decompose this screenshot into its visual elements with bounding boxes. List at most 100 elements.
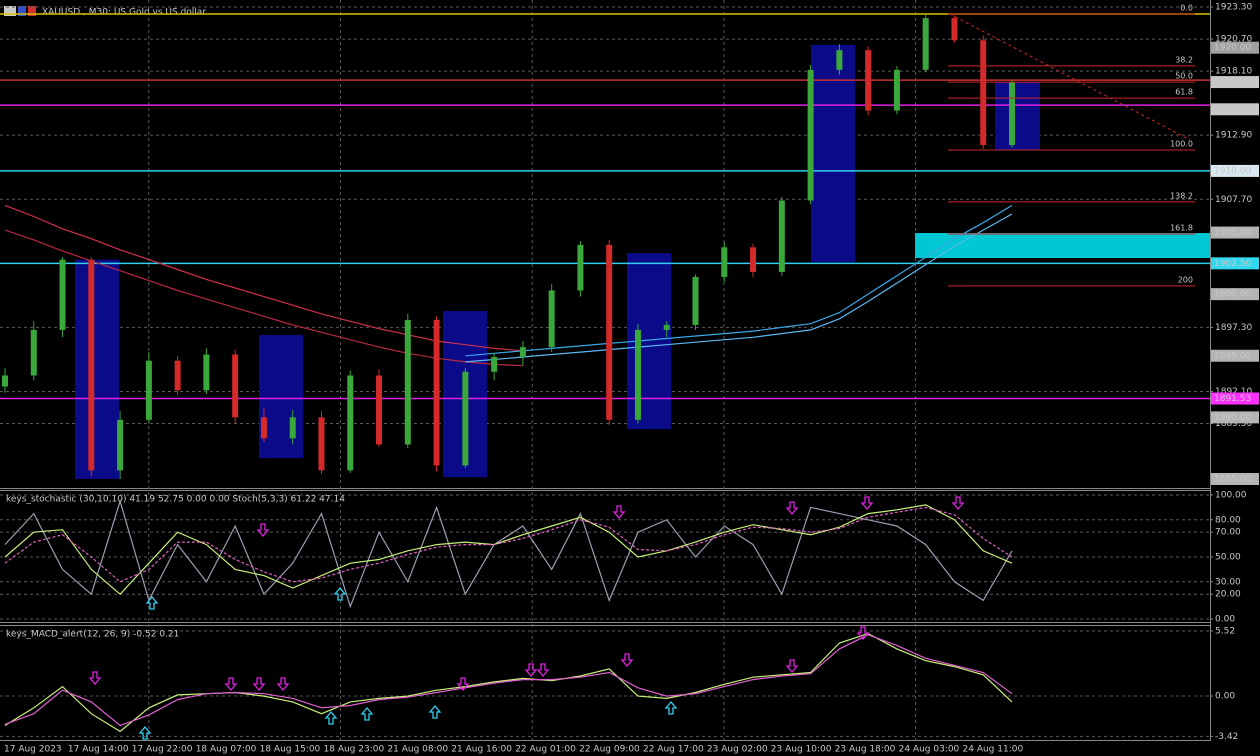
price-tag-label: 1890.00 — [1214, 413, 1251, 423]
y-tick-label: 30.00 — [1215, 577, 1241, 587]
x-tick-label: 17 Aug 2023 — [4, 745, 62, 755]
y-tick-label: 1907.70 — [1215, 195, 1252, 205]
price-tag — [1211, 164, 1259, 177]
y-tick-label: 70.00 — [1215, 528, 1241, 538]
candle-body — [433, 320, 440, 466]
indicator-title: keys_stochastic (30,10,10) 41.19 52.75 0… — [6, 495, 345, 505]
x-tick-label: 23 Aug 02:00 — [707, 745, 768, 755]
zone — [259, 335, 303, 459]
x-tick-label: 22 Aug 17:00 — [643, 745, 704, 755]
indicator-line — [4, 632, 1013, 733]
y-tick-label: 1897.30 — [1215, 323, 1252, 333]
buy-arrow — [324, 710, 338, 725]
zone — [995, 82, 1040, 151]
moving-average — [465, 204, 1013, 357]
candle-body — [519, 347, 526, 357]
x-tick-label: 23 Aug 10:00 — [771, 745, 832, 755]
candle-body — [606, 244, 613, 420]
x-tick-label: 24 Aug 11:00 — [963, 745, 1024, 755]
x-tick-label: 18 Aug 15:00 — [260, 745, 321, 755]
candle-body — [807, 69, 814, 201]
buy-arrow — [360, 706, 374, 721]
candle-body — [174, 360, 181, 391]
candle-body — [778, 200, 785, 272]
x-tick-label: 21 Aug 16:00 — [451, 745, 512, 755]
price-tag-label: 1920.00 — [1214, 43, 1251, 53]
symbol-icon — [4, 6, 16, 16]
candle-body — [865, 50, 872, 111]
x-tick-label: 17 Aug 22:00 — [132, 745, 193, 755]
sell-arrow — [860, 496, 874, 511]
price-tag-label: 1895.00 — [1214, 351, 1251, 361]
price-tag — [1211, 76, 1259, 89]
y-tick-label: 0.00 — [1215, 615, 1235, 625]
candle-body — [577, 244, 584, 291]
price-tag-label: 1902.50 — [1214, 259, 1251, 269]
y-tick-label: 0.00 — [1215, 692, 1235, 702]
candle-body — [951, 18, 958, 41]
candle-body — [260, 417, 267, 439]
sell-arrow — [951, 496, 965, 511]
buy-arrow — [428, 704, 442, 719]
sell-arrow — [612, 505, 626, 520]
indicator-title: keys_MACD_alert(12, 26, 9) -0.52 0.21 — [6, 630, 179, 640]
fib-label: 161.8 — [1170, 224, 1193, 233]
y-tick-label: 20.00 — [1215, 590, 1241, 600]
candle-body — [462, 371, 469, 466]
y-tick-label: 1918.10 — [1215, 67, 1252, 77]
candle-body — [548, 290, 555, 348]
sell-arrow — [785, 501, 799, 516]
x-tick-label: 24 Aug 03:00 — [899, 745, 960, 755]
y-tick-label: 1912.90 — [1215, 131, 1252, 141]
y-tick-label: 80.00 — [1215, 515, 1241, 525]
sell-arrow — [256, 523, 270, 538]
price-tag — [1211, 103, 1259, 116]
fib-label: 0.0 — [1180, 4, 1193, 13]
y-tick-label: 5.52 — [1215, 627, 1235, 637]
price-tag-label: 1905.00 — [1214, 228, 1251, 238]
sell-arrow — [276, 677, 290, 692]
indicator-line — [4, 499, 1013, 609]
moving-average — [465, 213, 1013, 363]
sell-arrow — [224, 677, 238, 692]
candle-body — [376, 375, 383, 445]
price-tag — [1211, 288, 1259, 301]
x-tick-label: 21 Aug 08:00 — [387, 745, 448, 755]
buy-arrow — [333, 586, 347, 601]
x-tick-label: 17 Aug 14:00 — [68, 745, 129, 755]
panel-frames — [0, 0, 1211, 741]
candle-body — [893, 69, 900, 111]
sell-arrow — [88, 671, 102, 686]
candle-body — [1009, 82, 1015, 146]
zone — [811, 44, 855, 263]
candle-body — [203, 354, 210, 391]
y-tick-label: 1889.50 — [1215, 419, 1252, 429]
candle-body — [59, 259, 66, 330]
indicator-line — [4, 504, 1013, 596]
zone — [75, 259, 119, 479]
sell-arrow — [785, 659, 799, 674]
buy-arrow — [145, 595, 159, 610]
candle-body — [232, 354, 239, 418]
candle-body — [404, 320, 411, 445]
x-tick-label: 22 Aug 09:00 — [579, 745, 640, 755]
sell-arrow — [456, 677, 470, 692]
candle-body — [491, 356, 498, 372]
fib-label: 50.0 — [1175, 72, 1193, 81]
buy-arrow — [664, 700, 678, 715]
y-tick-label: 50.00 — [1215, 552, 1241, 562]
indicator-line — [4, 506, 1013, 583]
candle-body — [117, 419, 124, 471]
sell-arrow — [856, 626, 870, 641]
price-tag-label: 1917.21 — [1214, 78, 1251, 88]
price-tag — [1211, 257, 1259, 270]
price-tag — [1211, 226, 1259, 239]
x-tick-label: 22 Aug 01:00 — [515, 745, 576, 755]
candle-body — [980, 40, 987, 146]
sell-arrow — [536, 663, 550, 678]
y-tick-label: -3.42 — [1215, 732, 1238, 742]
candle-body — [347, 375, 354, 471]
fib-label: 100.0 — [1170, 139, 1193, 148]
